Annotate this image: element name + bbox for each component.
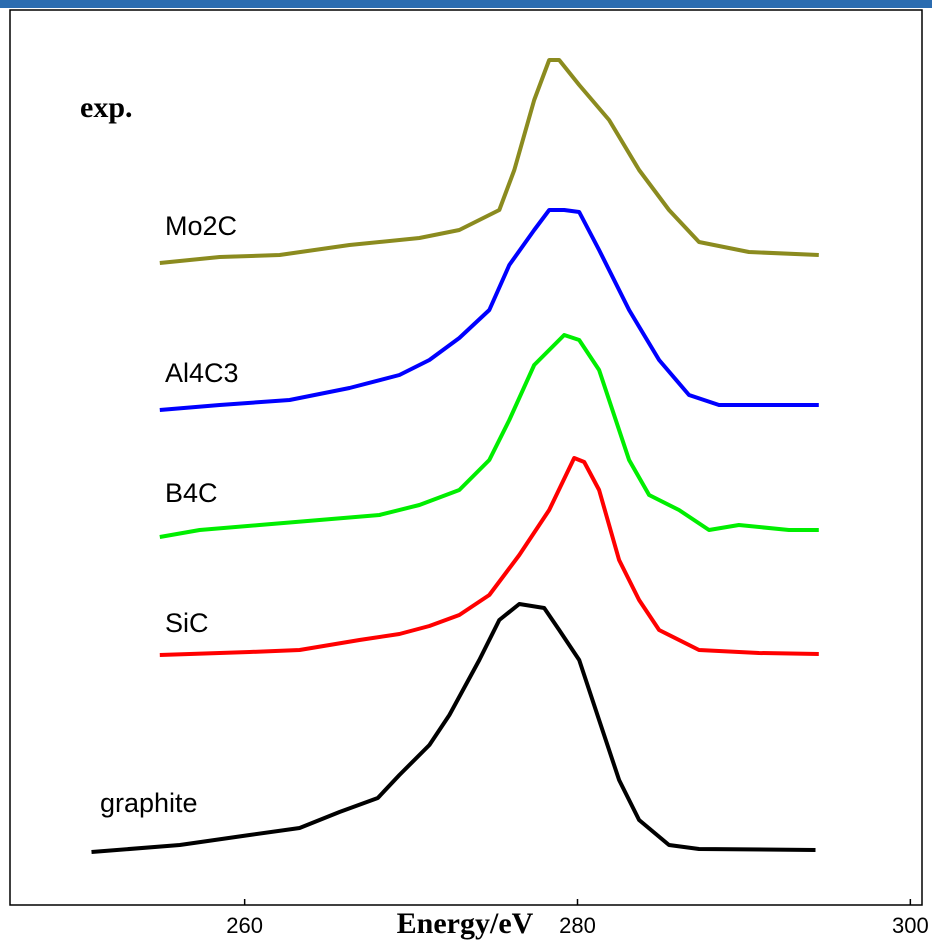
series-label: B4C [165, 478, 218, 508]
series-line [159, 333, 819, 539]
x-axis-label: Energy/eV [397, 907, 534, 940]
annotation: exp. [80, 91, 133, 124]
series-label: SiC [165, 608, 209, 638]
series-label: Mo2C [165, 211, 237, 241]
series-line [159, 208, 819, 412]
series-line [159, 58, 819, 265]
x-tick-label: 300 [892, 913, 929, 938]
header-strip [0, 0, 932, 8]
series-label: graphite [100, 788, 198, 818]
series-line [91, 602, 816, 854]
x-tick-label: 260 [226, 913, 263, 938]
plot-frame [9, 9, 923, 906]
series-line [159, 456, 819, 657]
series-label: Al4C3 [165, 358, 239, 388]
x-tick-label: 280 [559, 913, 596, 938]
